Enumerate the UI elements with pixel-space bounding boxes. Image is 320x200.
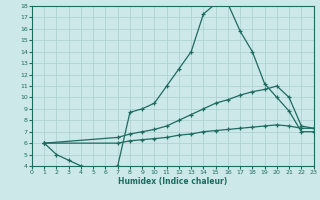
- X-axis label: Humidex (Indice chaleur): Humidex (Indice chaleur): [118, 177, 228, 186]
